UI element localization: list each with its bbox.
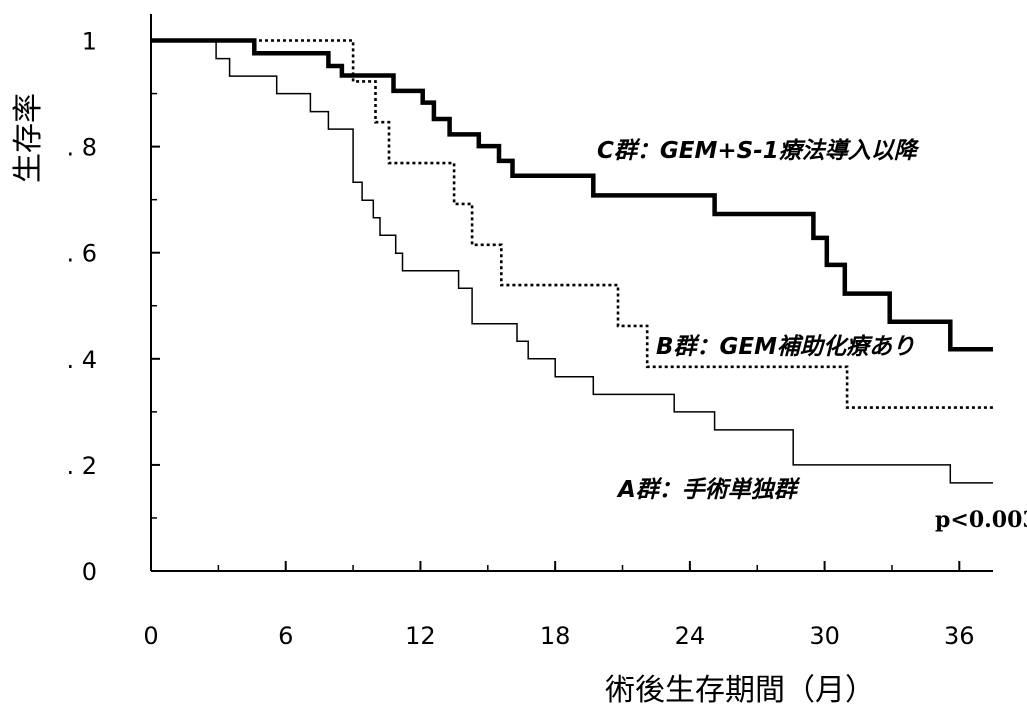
x-ticks: 0 6 12 18 24 30 36 xyxy=(143,561,975,650)
x-tick-label: 6 xyxy=(278,622,293,650)
series-line-b xyxy=(151,39,993,409)
x-tick-label: 0 xyxy=(143,622,158,650)
x-tick-label: 30 xyxy=(809,622,840,650)
minor-ticks xyxy=(151,92,893,571)
y-tick-label: . 6 xyxy=(66,240,97,268)
x-axis-title: 術後生存期間（月） xyxy=(605,673,875,708)
series-lines xyxy=(151,38,993,484)
series-line-c xyxy=(151,38,993,352)
y-tick-label: . 4 xyxy=(66,346,97,374)
y-ticks: 0 . 2 . 4 . 6 . 8 1 xyxy=(66,28,160,586)
x-tick-label: 12 xyxy=(405,622,436,650)
axes xyxy=(150,14,993,572)
x-tick-label: 18 xyxy=(540,622,571,650)
y-tick-label: 1 xyxy=(82,28,97,56)
y-tick-label: . 2 xyxy=(66,452,97,480)
y-tick-label: . 8 xyxy=(66,134,97,162)
series-label-c: C群：GEM+S-1療法導入以降 xyxy=(597,138,920,164)
y-axis-title: 生存率 xyxy=(11,93,46,183)
series-line-a xyxy=(151,39,993,484)
y-tick-label: 0 xyxy=(82,558,97,586)
series-label-b: B群：GEM補助化療あり xyxy=(656,334,915,360)
p-value-annotation: p<0.003 xyxy=(935,507,1027,533)
series-label-a: A群：手術単独群 xyxy=(616,477,801,503)
x-tick-label: 36 xyxy=(944,622,975,650)
x-tick-label: 24 xyxy=(675,622,706,650)
